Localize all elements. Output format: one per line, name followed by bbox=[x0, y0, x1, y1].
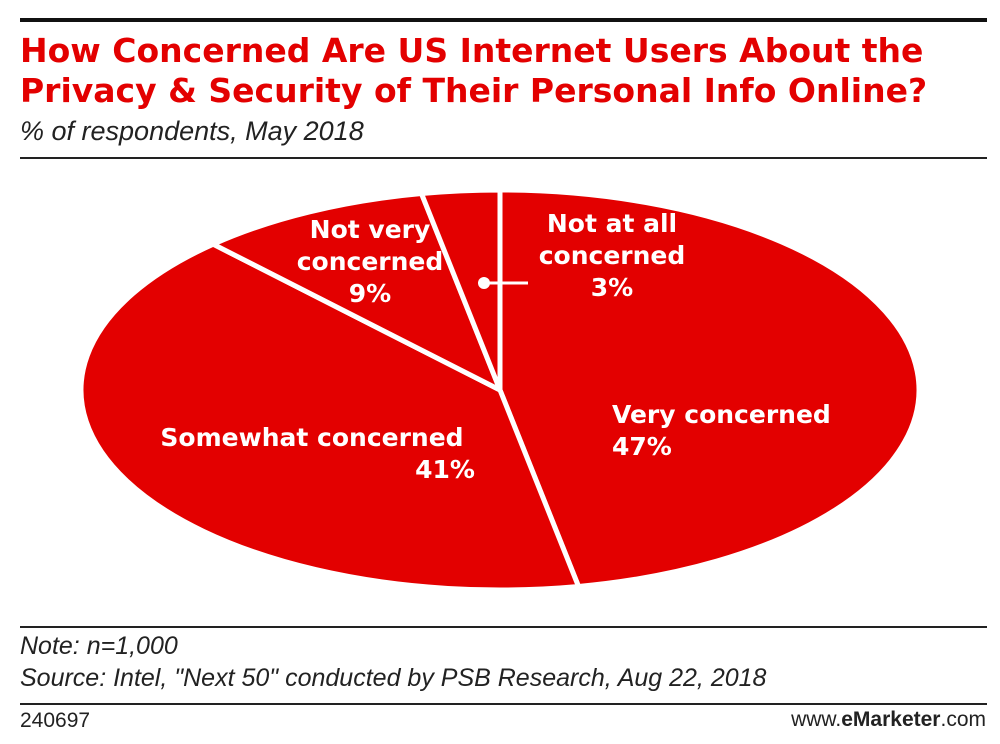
footnote: Note: n=1,000 Source: Intel, "Next 50" c… bbox=[20, 630, 766, 694]
slice-very-concerned[interactable] bbox=[497, 187, 922, 589]
chart-id: 240697 bbox=[20, 709, 91, 732]
brand-prefix: www. bbox=[791, 708, 842, 731]
slice-not-very-concerned[interactable] bbox=[210, 191, 503, 393]
subtitle-rule bbox=[20, 157, 987, 159]
slice-somewhat-concerned[interactable] bbox=[78, 241, 582, 593]
data-label-name: concerned bbox=[539, 241, 686, 270]
bottom-rule bbox=[20, 703, 987, 705]
data-label-name: Not very bbox=[310, 215, 431, 244]
data-label-value: 9% bbox=[349, 279, 391, 308]
note-rule bbox=[20, 626, 987, 628]
chart-subtitle: % of respondents, May 2018 bbox=[20, 116, 364, 146]
pie-chart: Very concerned 47% Somewhat concerned 41% No… bbox=[78, 187, 922, 593]
brand-suffix: .com bbox=[940, 708, 986, 731]
source-text: Source: Intel, "Next 50" conducted by PS… bbox=[20, 664, 767, 692]
data-label-name: Somewhat concerned bbox=[160, 423, 463, 452]
data-label-value: 41% bbox=[415, 455, 475, 484]
note-text: Note: n=1,000 bbox=[20, 632, 178, 660]
data-label-value: 3% bbox=[591, 273, 633, 302]
brand-name: eMarketer bbox=[841, 708, 941, 731]
data-label-value: 47% bbox=[612, 432, 672, 461]
brand-link[interactable]: www.eMarketer.com bbox=[791, 708, 986, 732]
top-rule bbox=[20, 18, 987, 22]
chart-title: How Concerned Are US Internet Users Abou… bbox=[20, 31, 980, 111]
leader-dot bbox=[478, 277, 490, 289]
data-label-name: Very concerned bbox=[612, 400, 831, 429]
title-line-1: How Concerned Are US Internet Users Abou… bbox=[20, 31, 924, 70]
title-line-2: Privacy & Security of Their Personal Inf… bbox=[20, 71, 928, 110]
data-label-name: concerned bbox=[297, 247, 444, 276]
data-label-name: Not at all bbox=[547, 209, 677, 238]
slice-not-at-all-concerned[interactable] bbox=[418, 187, 503, 393]
